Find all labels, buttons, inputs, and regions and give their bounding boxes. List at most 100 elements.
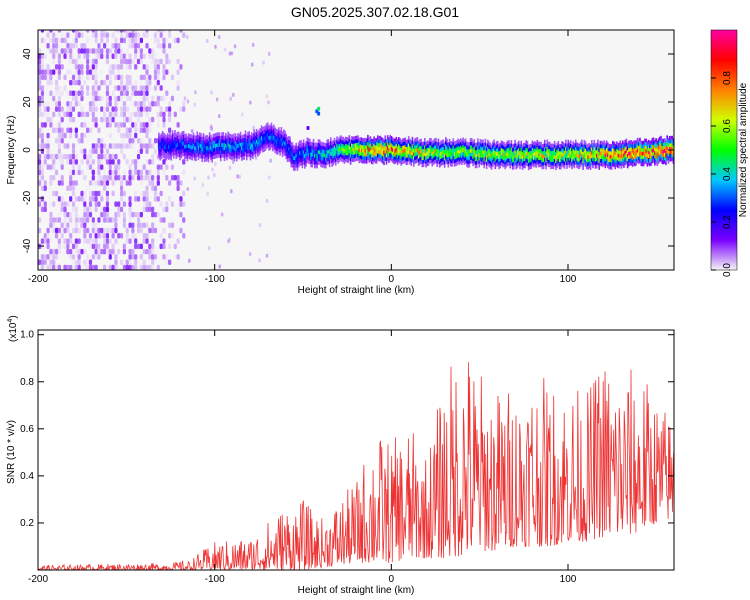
signal-cell	[513, 165, 515, 170]
signal-cell	[166, 136, 169, 141]
signal-cell	[352, 154, 354, 159]
signal-cell	[566, 165, 568, 169]
noise-cell	[182, 169, 186, 176]
signal-cell	[487, 146, 489, 151]
x-tick-label: 0	[389, 274, 395, 285]
signal-cell	[490, 147, 493, 152]
signal-cell	[553, 151, 556, 156]
noise-cell	[136, 32, 141, 38]
signal-cell	[557, 148, 560, 152]
noise-cell	[114, 111, 118, 118]
noise-cell	[125, 58, 129, 65]
signal-cell	[615, 144, 618, 149]
signal-cell	[443, 153, 446, 157]
noise-cell	[60, 111, 64, 118]
signal-cell	[550, 147, 552, 152]
signal-cell	[589, 166, 592, 170]
signal-cell	[356, 139, 358, 144]
signal-cell	[448, 153, 451, 158]
noise-cell	[100, 106, 104, 112]
signal-cell	[480, 150, 483, 155]
signal-cell	[645, 160, 647, 165]
noise-cell	[88, 196, 93, 202]
signal-cell	[347, 148, 349, 153]
signal-cell	[353, 158, 356, 162]
signal-cell	[311, 141, 314, 146]
signal-cell	[297, 145, 300, 150]
signal-cell	[233, 143, 236, 147]
signal-cell	[530, 158, 532, 162]
signal-cell	[337, 138, 340, 142]
signal-cell	[633, 158, 635, 163]
signal-cell	[510, 143, 513, 148]
signal-cell	[433, 138, 436, 143]
signal-cell	[489, 157, 492, 161]
signal-cell	[321, 153, 323, 157]
signal-cell	[264, 129, 267, 133]
noise-cell	[63, 48, 67, 54]
signal-cell	[394, 138, 396, 143]
noise-cell	[88, 238, 93, 244]
signal-cell	[202, 154, 205, 159]
signal-cell	[215, 136, 217, 141]
signal-cell	[208, 150, 211, 155]
signal-cell	[535, 164, 537, 168]
signal-cell	[464, 142, 467, 146]
noise-cell	[125, 264, 129, 270]
signal-cell	[243, 134, 246, 139]
snr-scale-base: x10	[8, 322, 19, 339]
noise-cell	[71, 185, 76, 192]
noise-cell	[105, 217, 110, 223]
signal-cell	[269, 128, 272, 133]
noise-cell	[71, 106, 76, 112]
noise-cell	[105, 238, 110, 244]
signal-cell	[453, 162, 456, 167]
noise-cell	[168, 259, 172, 265]
noise-cell	[168, 222, 172, 228]
signal-cell	[621, 147, 624, 152]
signal-cell	[454, 155, 457, 160]
signal-cell	[253, 133, 255, 137]
signal-cell	[578, 143, 581, 148]
signal-cell	[437, 153, 440, 157]
signal-cell	[487, 139, 489, 144]
signal-cell	[365, 156, 368, 161]
signal-cell	[273, 142, 275, 147]
noise-cell	[77, 254, 81, 260]
signal-cell	[332, 143, 335, 148]
noise-cell	[136, 227, 141, 234]
signal-cell	[557, 144, 560, 149]
signal-cell	[605, 140, 608, 145]
signal-cell	[542, 147, 545, 152]
noise-cell	[210, 126, 214, 131]
signal-cell	[200, 133, 202, 138]
signal-cell	[402, 159, 405, 164]
signal-cell	[226, 142, 228, 146]
signal-cell	[603, 154, 605, 159]
signal-cell	[356, 146, 358, 151]
signal-cell	[217, 150, 220, 154]
signal-cell	[409, 156, 411, 161]
signal-cell	[283, 147, 285, 152]
signal-cell	[447, 142, 450, 146]
signal-cell	[462, 155, 464, 160]
signal-cell	[666, 138, 669, 143]
signal-cell	[170, 145, 173, 150]
signal-cell	[466, 141, 468, 146]
signal-cell	[494, 154, 497, 159]
signal-cell	[334, 154, 337, 159]
noise-cell	[60, 196, 64, 202]
signal-cell	[416, 140, 419, 145]
signal-cell	[482, 150, 484, 154]
signal-cell	[354, 143, 357, 147]
signal-cell	[310, 163, 312, 168]
signal-cell	[289, 154, 291, 159]
signal-cell	[367, 156, 369, 161]
signal-cell	[438, 156, 441, 161]
signal-cell	[412, 141, 415, 146]
signal-cell	[297, 163, 300, 168]
signal-cell	[367, 134, 369, 139]
noise-cell	[49, 116, 53, 123]
noise-cell	[108, 64, 112, 70]
signal-cell	[179, 149, 181, 154]
